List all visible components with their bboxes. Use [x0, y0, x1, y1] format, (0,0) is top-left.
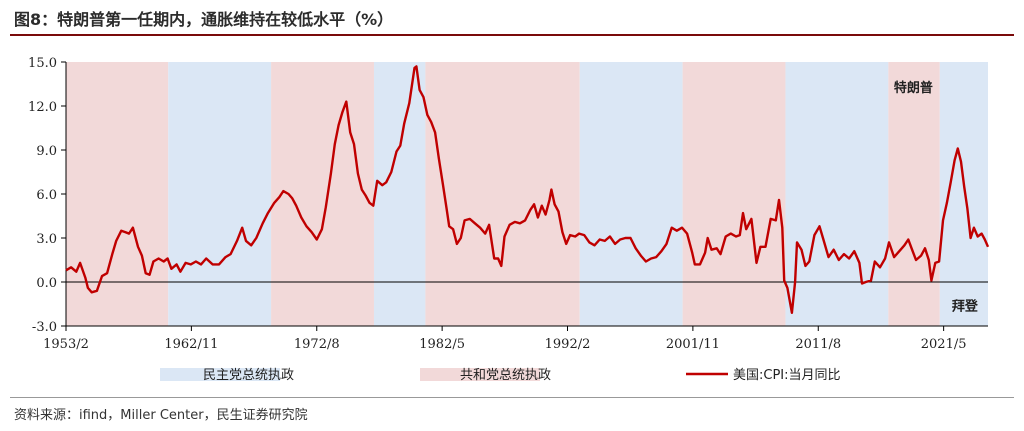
- x-tick-label: 1992/2: [545, 337, 591, 352]
- x-tick-label: 2011/8: [795, 337, 841, 352]
- legend-label-series: 美国:CPI:当月同比: [733, 368, 841, 383]
- legend-label-democrat: 民主党总统执政: [203, 368, 294, 383]
- y-tick-label: 9.0: [36, 144, 57, 159]
- chart-title: 图8：特朗普第一任期内，通胀维持在较低水平（%）: [14, 10, 394, 29]
- y-tick-label: 15.0: [28, 56, 57, 71]
- band-republican-8: [888, 62, 940, 326]
- series-line-cpi: [65, 65, 990, 314]
- title-rule: [10, 34, 1014, 36]
- cpi-chart: 15.012.09.06.03.00.0-3.0 1953/2 1962/11 19…: [28, 56, 990, 383]
- x-axis-ticks: 1953/2 1962/11 1972/8 1982/5 1992/2 2001/11 20…: [43, 326, 967, 352]
- x-tick-label: 2021/5: [921, 337, 967, 352]
- band-republican-0: [66, 62, 169, 326]
- legend-label-republican: 共和党总统执政: [460, 368, 551, 383]
- band-democrat-5: [579, 62, 683, 326]
- x-tick-label: 1982/5: [419, 337, 465, 352]
- y-tick-label: 3.0: [36, 232, 57, 247]
- x-tick-label: 1962/11: [164, 337, 218, 352]
- presidency-bands: [66, 62, 988, 326]
- x-tick-label: 2001/11: [666, 337, 720, 352]
- band-democrat-9: [939, 62, 988, 326]
- band-republican-4: [425, 62, 580, 326]
- band-republican-6: [682, 62, 786, 326]
- source-note: 资料来源：ifind，Miller Center，民生证券研究院: [14, 408, 308, 423]
- y-tick-label: 6.0: [36, 188, 57, 203]
- y-tick-label: 0.0: [36, 276, 57, 291]
- footer-rule: [10, 397, 1014, 398]
- x-tick-label: 1972/8: [294, 337, 340, 352]
- band-democrat-7: [785, 62, 889, 326]
- band-democrat-1: [168, 62, 272, 326]
- annotation-label: 拜登: [952, 298, 979, 314]
- annotation-label: 特朗普: [894, 80, 933, 96]
- legend-swatch-democrat: [160, 368, 280, 381]
- x-tick-label: 1953/2: [43, 337, 89, 352]
- y-tick-label: 12.0: [28, 100, 57, 115]
- y-axis-ticks: 15.0 12.0 9.0 6.0 3.0 0.0 -3.0: [28, 56, 66, 335]
- band-democrat-3: [373, 62, 426, 326]
- legend: 民主党总统执政 共和党总统执政 美国:CPI:当月同比: [160, 368, 841, 383]
- legend-swatch-republican: [420, 368, 540, 381]
- y-tick-label: -3.0: [32, 320, 57, 335]
